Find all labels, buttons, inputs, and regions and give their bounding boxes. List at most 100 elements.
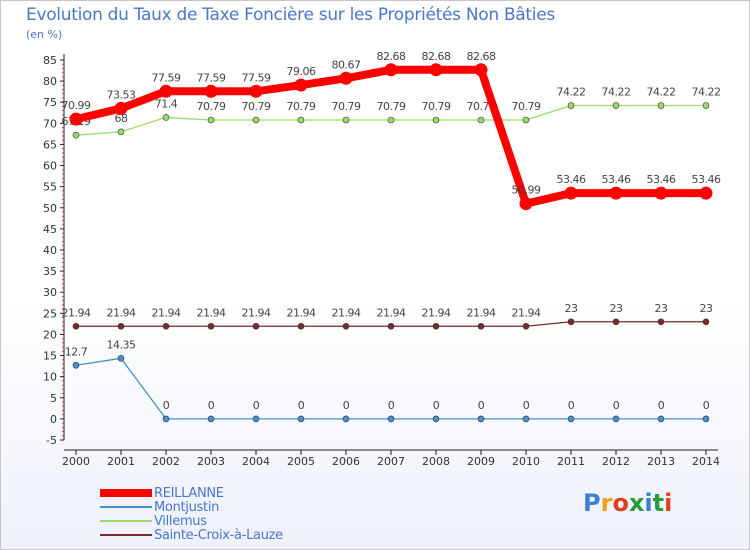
data-label: 82.68 [377,50,406,63]
data-label: 21.94 [62,306,91,319]
proxiti-logo: Proxiti [583,489,672,517]
x-tick-label: 2010 [512,455,540,468]
data-label: 53.46 [602,173,631,186]
data-point [654,186,668,200]
logo-letter: i [644,489,653,517]
data-point [522,415,530,423]
data-label: 74.22 [692,86,721,99]
chart-title: Evolution du Taux de Taxe Foncière sur l… [26,5,555,25]
data-point [387,415,395,423]
data-label: 0 [343,399,350,412]
x-tick-label: 2001 [107,455,135,468]
legend-label: REILLANNE [154,485,224,501]
data-point [252,116,260,124]
logo-letter: r [600,489,613,517]
legend-item: Sainte-Croix-à-Lauze [100,527,283,543]
data-label: 0 [253,399,260,412]
data-label: 71.4 [155,97,178,110]
data-point [384,63,398,77]
data-point [114,101,128,115]
logo-letter: o [612,489,629,517]
data-label: 77.59 [197,71,226,84]
data-point [567,102,575,109]
data-point [342,415,350,423]
data-label: 53.46 [647,173,676,186]
x-tick-label: 2009 [467,455,495,468]
y-tick-label: 10 [43,371,57,384]
data-point [609,186,623,200]
data-point [207,322,215,330]
y-tick-label: 5 [50,392,57,405]
data-label: 77.59 [242,71,271,84]
data-label: 0 [163,399,170,412]
data-point [159,84,173,98]
data-label: 0 [478,399,485,412]
data-label: 53.46 [692,173,721,186]
x-tick-label: 2008 [422,455,450,468]
x-tick-label: 2012 [602,455,630,468]
data-label: 70.99 [62,99,91,112]
y-tick-label: 80 [43,75,57,88]
data-point [567,318,575,326]
data-point [612,415,620,423]
logo-letter: x [628,489,645,517]
data-label: 23 [700,302,713,315]
y-tick-label: -5 [46,434,57,447]
data-point [612,318,620,326]
data-label: 70.79 [287,100,316,113]
data-label: 23 [610,302,623,315]
y-tick-label: 65 [43,138,57,151]
data-label: 0 [298,399,305,412]
series-sainte-croix-lauze: 21.94 21.94 21.94 21.94 21.94 21.94 21.94 21.94… [62,302,713,330]
data-point [69,112,83,126]
data-point [294,78,308,92]
data-point [657,415,665,423]
y-axis-unit-label: (en %) [26,28,63,41]
data-label: 21.94 [152,306,181,319]
y-tick-label: 85 [43,54,57,67]
y-tick-label: 55 [43,181,57,194]
x-tick-label: 2002 [152,455,180,468]
legend-item: Montjustin [100,499,219,515]
data-point [387,322,395,330]
x-tick-label: 2004 [242,455,270,468]
data-point [72,131,80,139]
y-tick-label: 35 [43,265,57,278]
data-point [432,116,440,124]
data-label: 0 [388,399,395,412]
y-tick-label: 50 [43,202,57,215]
data-point [207,415,215,423]
x-tick-label: 2000 [62,455,90,468]
data-label: 0 [208,399,215,412]
data-point [204,84,218,98]
data-point [387,116,395,124]
y-tick-label: 70 [43,117,57,130]
data-point [252,322,260,330]
data-point [564,186,578,200]
data-label: 0 [703,399,710,412]
data-label: 21.94 [107,306,136,319]
data-label: 70.79 [242,100,271,113]
data-label: 70.79 [422,100,451,113]
data-point [162,415,170,423]
y-tick-label: 20 [43,328,57,341]
data-label: 77.59 [152,71,181,84]
data-point [72,322,80,330]
y-tick-label: 15 [43,350,57,363]
data-point [432,322,440,330]
data-point [612,102,620,109]
legend-label: Villemus [154,513,207,529]
data-point [249,84,263,98]
data-point [702,102,710,109]
data-point [522,322,530,330]
y-tick-label: 25 [43,307,57,320]
data-label: 70.79 [332,100,361,113]
legend-label: Montjustin [154,499,220,515]
data-label: 0 [658,399,665,412]
data-label: 73.53 [107,88,136,101]
data-label: 50.99 [512,184,541,197]
x-tick-label: 2011 [557,455,585,468]
data-label: 21.94 [422,306,451,319]
data-label: 21.94 [242,306,271,319]
